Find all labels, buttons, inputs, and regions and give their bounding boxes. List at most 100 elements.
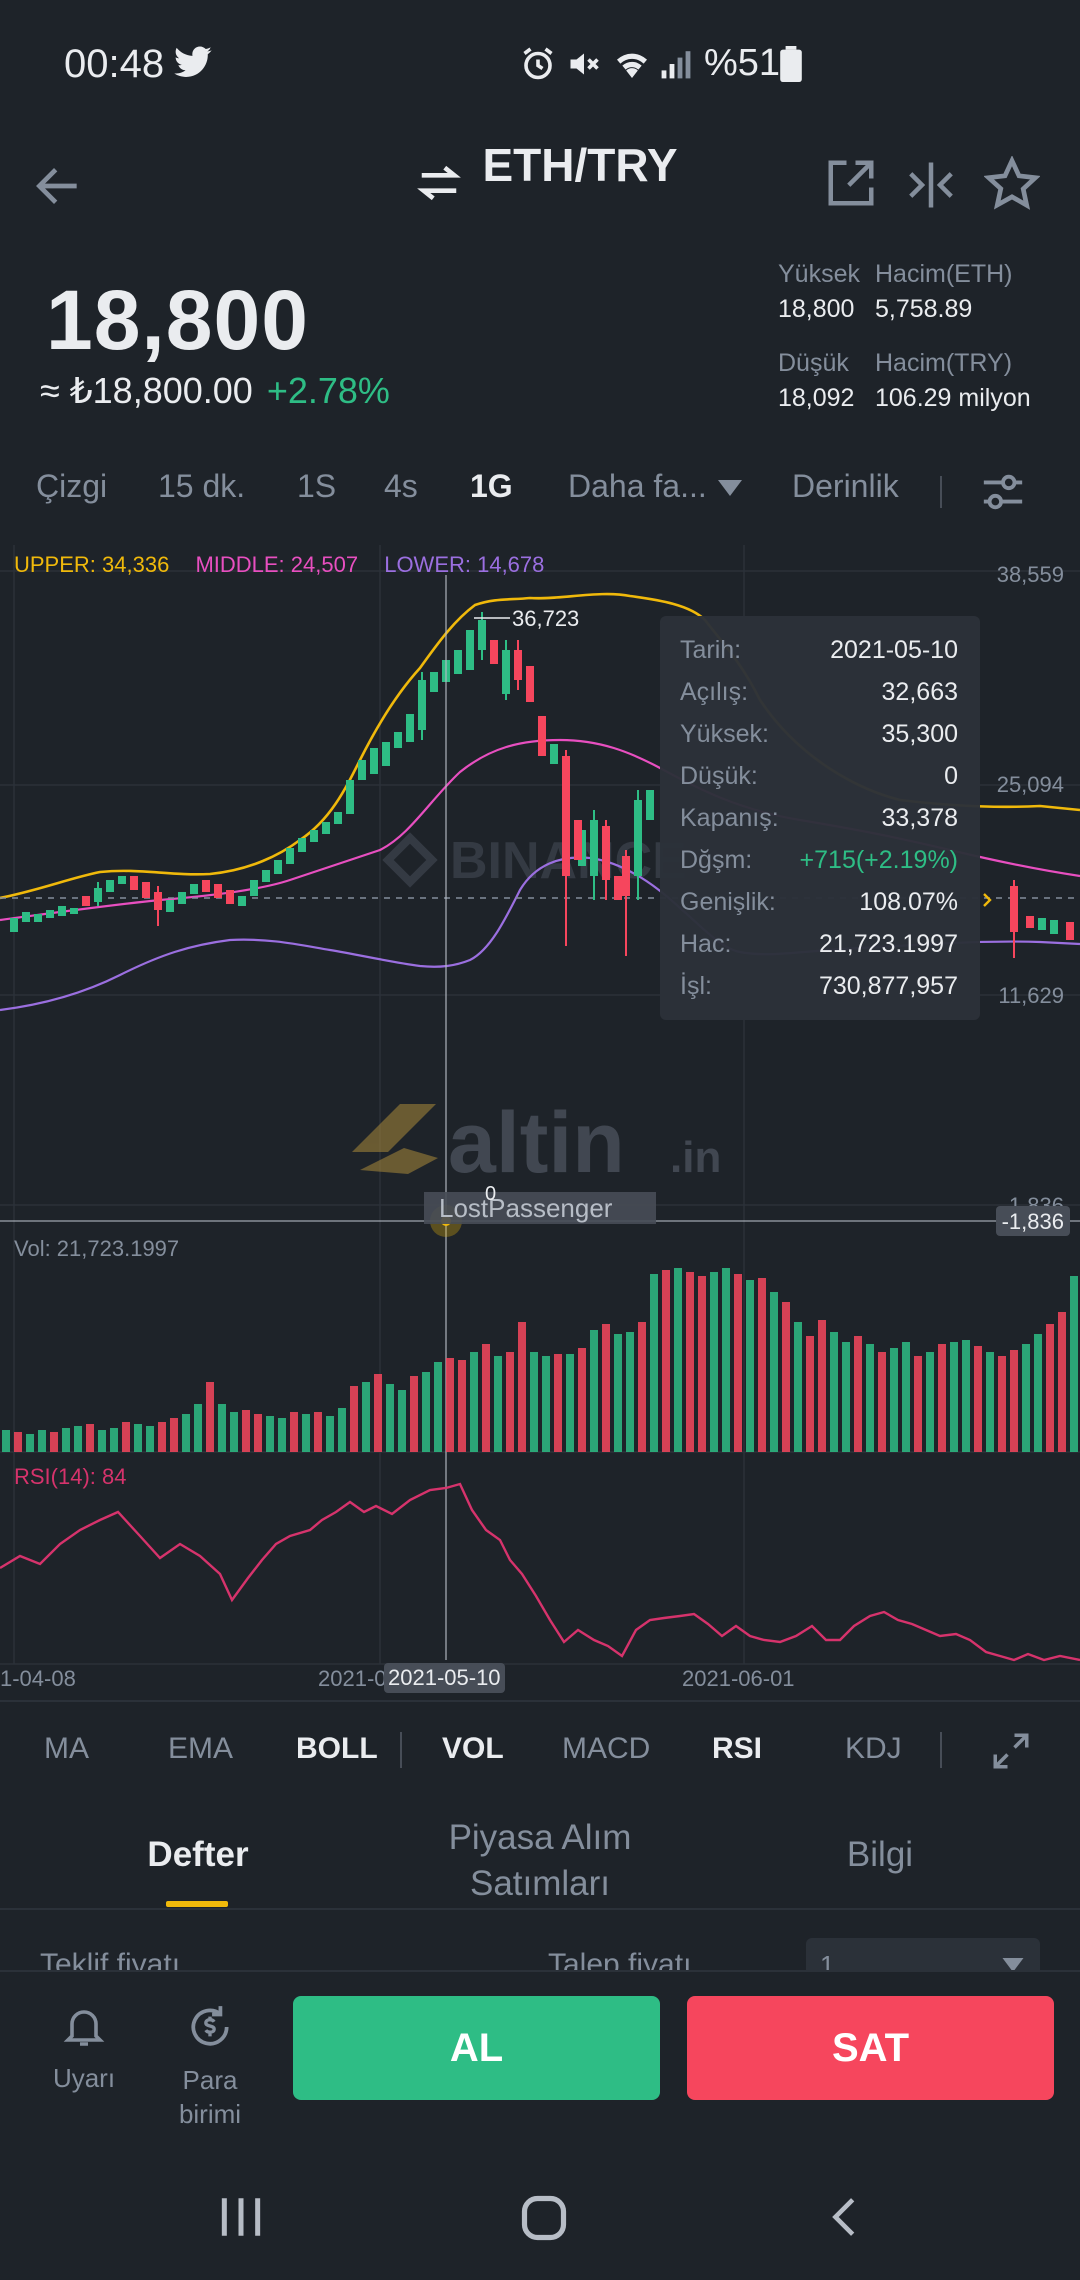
boll-legend: UPPER: 34,336 MIDDLE: 24,507 LOWER: 14,6… <box>14 552 544 578</box>
last-price: 18,800 <box>46 273 309 367</box>
compare-icon[interactable] <box>904 158 958 212</box>
battery-icon <box>780 46 802 82</box>
volume-bar <box>362 1382 370 1452</box>
volume-bar <box>854 1336 862 1452</box>
battery-percent: %51 <box>704 42 781 84</box>
volume-bar <box>170 1418 178 1452</box>
divider <box>940 476 942 508</box>
volume-bar <box>86 1424 94 1452</box>
volume-label: Vol: 21,723.1997 <box>14 1236 180 1261</box>
alert-button[interactable]: Uyarı <box>44 2002 124 2094</box>
volume-bar <box>182 1414 190 1452</box>
favorite-star-icon[interactable] <box>984 156 1040 212</box>
volume-bar <box>794 1322 802 1452</box>
tab-line[interactable]: Çizgi <box>36 468 108 504</box>
volume-bar <box>470 1352 478 1452</box>
divider <box>940 1732 942 1768</box>
volume-bar <box>566 1354 574 1452</box>
fullscreen-icon[interactable] <box>990 1730 1032 1772</box>
indicator-kdj[interactable]: KDJ <box>845 1732 902 1765</box>
volume-bar <box>554 1354 562 1452</box>
tab-depth[interactable]: Derinlik <box>792 468 899 504</box>
vol-try-value: 106.29 milyon <box>875 384 1031 412</box>
indicator-rsi[interactable]: RSI <box>712 1732 763 1765</box>
tab-more[interactable]: Daha fa... <box>568 468 707 504</box>
volume-bar <box>254 1414 262 1452</box>
status-bar: 00:48 %51 <box>0 0 1080 130</box>
vol-try-label: Hacim(TRY) <box>875 349 1013 377</box>
volume-bar <box>974 1346 982 1452</box>
indicator-vol[interactable]: VOL <box>442 1732 504 1765</box>
indicator-ema[interactable]: EMA <box>168 1732 234 1765</box>
volume-bar <box>1022 1344 1030 1452</box>
price-change: +2.78% <box>266 370 390 411</box>
axis-price-low: 11,629 <box>998 983 1064 1008</box>
date-axis-cursor: 2021-05-10 <box>384 1663 505 1693</box>
volume-bar <box>458 1360 466 1452</box>
volume-bar <box>986 1352 994 1452</box>
tab-info[interactable]: Bilgi <box>846 1835 914 1874</box>
alarm-icon <box>523 47 553 80</box>
volume-bar <box>314 1412 322 1452</box>
bell-icon <box>63 2010 105 2046</box>
volume-bar <box>446 1358 454 1452</box>
peak-label: 36,723 <box>512 606 579 631</box>
vol-eth-label: Hacim(ETH) <box>875 260 1013 288</box>
date-axis-1: 1-04-08 <box>0 1666 76 1691</box>
tab-market-trades-line-1: Piyasa Alım <box>448 1818 632 1857</box>
swap-icon[interactable] <box>416 160 462 206</box>
volume-bar <box>746 1280 754 1452</box>
tab-market-trades[interactable]: Piyasa Alım Satımları <box>400 1815 680 1907</box>
volume-bar <box>110 1428 118 1452</box>
volume-bar <box>686 1272 694 1452</box>
boll-upper: UPPER: 34,336 <box>14 552 170 577</box>
volume-bar <box>890 1348 898 1452</box>
header: ETH/TRY <box>0 130 1080 270</box>
indicator-ma[interactable]: MA <box>44 1732 89 1765</box>
binance-watermark: BINANCE <box>382 832 687 890</box>
volume-bar <box>482 1344 490 1452</box>
altin-brand: altin <box>448 1095 625 1191</box>
volume-bar <box>206 1382 214 1452</box>
home-icon[interactable] <box>518 2192 570 2244</box>
boll-lower: LOWER: 14,678 <box>384 552 545 577</box>
tab-4h[interactable]: 4s <box>384 468 418 504</box>
volume-bar <box>650 1274 658 1452</box>
system-nav-bar <box>0 2140 1080 2280</box>
indicator-boll[interactable]: BOLL <box>296 1732 378 1765</box>
share-icon[interactable] <box>824 156 878 210</box>
currency-label-line-1: Para <box>182 2065 238 2095</box>
twitter-icon <box>174 46 212 77</box>
signal-icon <box>661 51 691 79</box>
currency-label-line-2: birimi <box>178 2099 242 2129</box>
back-icon[interactable] <box>822 2194 868 2240</box>
high-label: Yüksek <box>778 260 860 288</box>
indicator-macd[interactable]: MACD <box>562 1732 651 1765</box>
tab-order-book[interactable]: Defter <box>147 1835 249 1874</box>
volume-bar <box>902 1342 910 1452</box>
tab-15m[interactable]: 15 dk. <box>158 468 246 504</box>
volume-bar <box>386 1384 394 1452</box>
pair-title[interactable]: ETH/TRY <box>0 138 1080 192</box>
volume-bar <box>302 1414 310 1452</box>
recent-apps-icon[interactable] <box>216 2194 266 2240</box>
volume-bar <box>134 1424 142 1452</box>
sell-button[interactable]: SAT <box>687 1996 1054 2100</box>
volume-bar <box>74 1426 82 1452</box>
depth-select[interactable]: 1 <box>806 1938 1040 1970</box>
buy-button[interactable]: AL <box>293 1996 660 2100</box>
volume-bar <box>50 1432 58 1452</box>
volume-bar <box>230 1412 238 1452</box>
date-axis-3: 2021-06-01 <box>682 1666 795 1691</box>
back-arrow-icon[interactable] <box>30 158 86 214</box>
axis-price-cursor: -1,836 <box>1002 1209 1064 1234</box>
volume-bar <box>818 1320 826 1452</box>
volume-bar <box>734 1274 742 1452</box>
pair-title-text: ETH/TRY <box>482 139 678 191</box>
chart-settings-icon[interactable] <box>980 472 1026 512</box>
tab-1h[interactable]: 1S <box>297 468 337 504</box>
volume-bar <box>1058 1312 1066 1452</box>
candle-tooltip <box>660 616 980 1020</box>
tab-1d[interactable]: 1G <box>470 468 513 504</box>
currency-button[interactable]: Para birimi <box>160 2002 260 2131</box>
